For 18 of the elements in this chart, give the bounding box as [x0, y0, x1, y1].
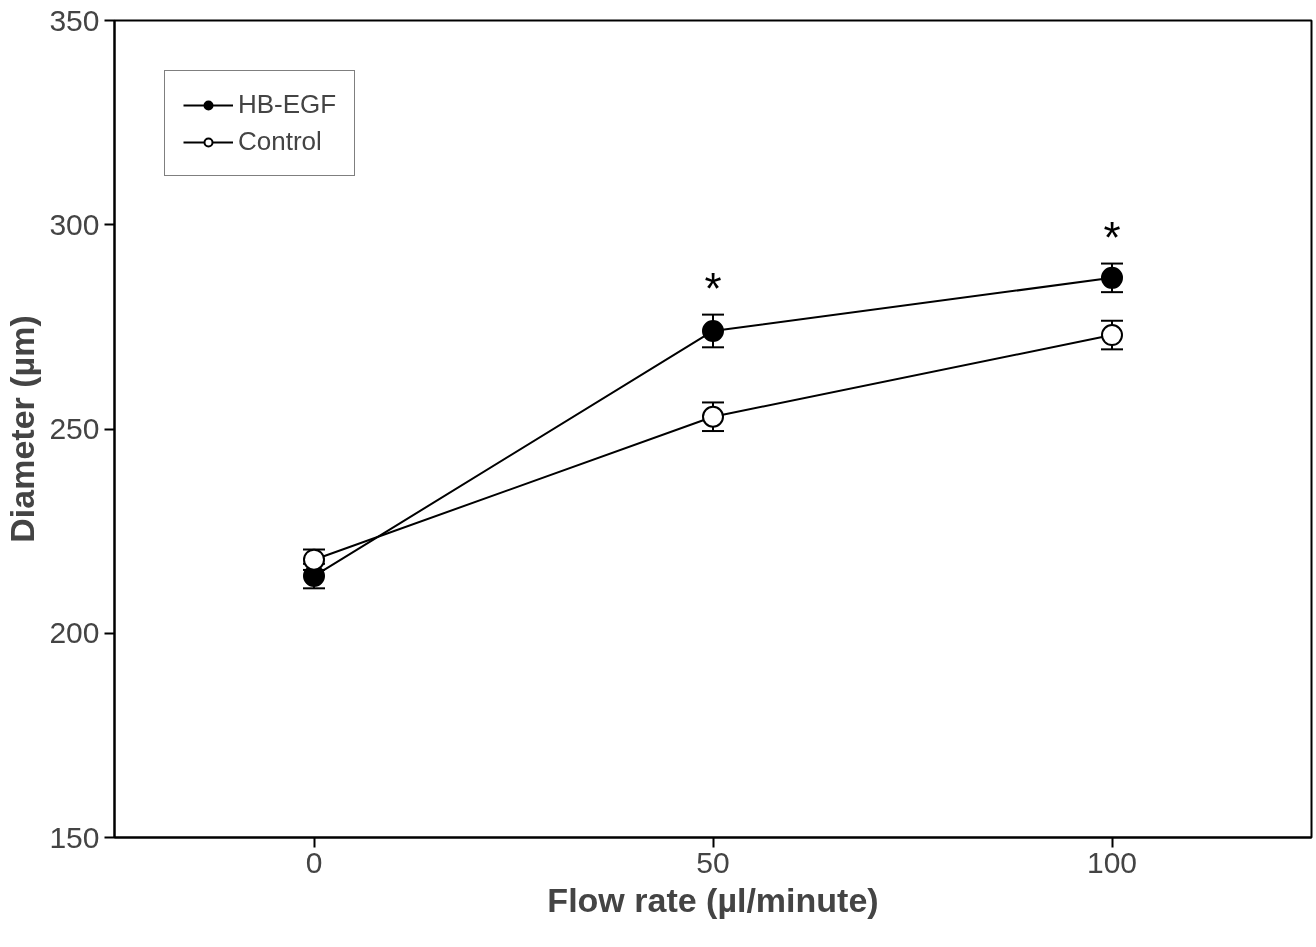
x-tick-label: 0 [305, 845, 323, 879]
y-tick-label: 350 [49, 3, 100, 37]
x-tick-label: 50 [696, 845, 730, 879]
annotation: * [704, 263, 722, 313]
annotation: * [1103, 212, 1121, 262]
point [1101, 324, 1123, 347]
point [702, 405, 724, 428]
legend-label: Control [238, 126, 322, 157]
point [1101, 266, 1123, 289]
y-tick-label: 300 [49, 207, 100, 241]
y-tick-label: 150 [49, 820, 100, 854]
legend-label: HB-EGF [238, 89, 337, 120]
x-axis-title: Flow rate (µl/minute) [547, 880, 879, 919]
y-tick-label: 250 [49, 412, 100, 445]
point [702, 319, 724, 342]
y-tick-label: 200 [49, 616, 100, 650]
x-tick-label: 100 [1086, 845, 1138, 879]
y-axis-title: Diameter (µm) [3, 315, 42, 543]
